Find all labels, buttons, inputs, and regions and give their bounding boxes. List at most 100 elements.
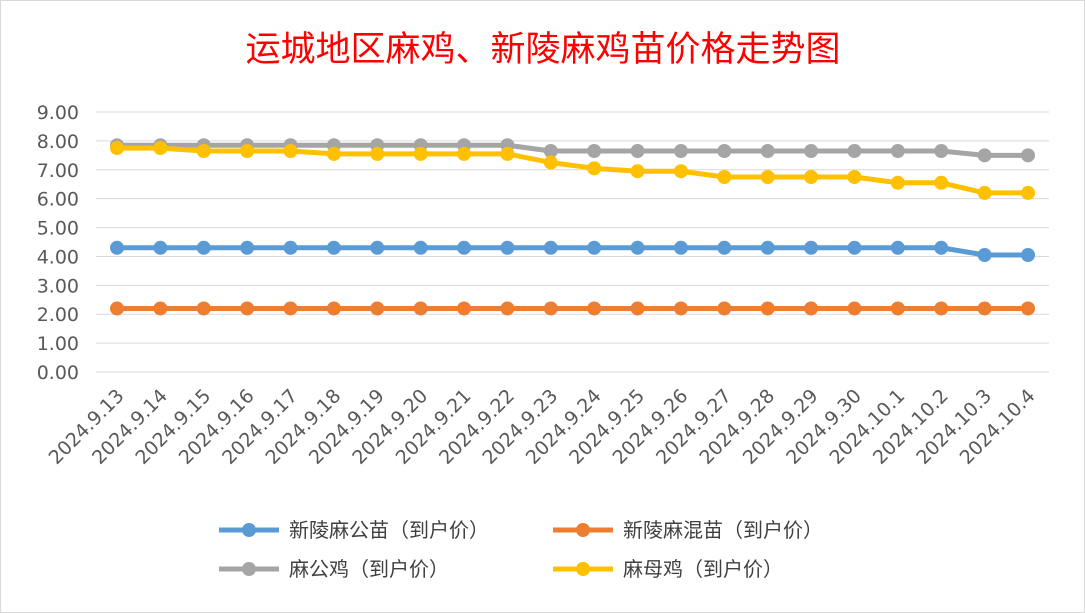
series-4 [110, 141, 1035, 200]
data-point [110, 301, 124, 316]
data-point [673, 240, 688, 255]
data-point [500, 240, 515, 255]
data-point [543, 155, 558, 170]
legend: 新陵麻公苗（到户价） 新陵麻混苗（到户价） 麻公鸡（到户价） 麻母鸡（到户价） [219, 518, 823, 581]
data-point [413, 301, 428, 316]
data-point [153, 141, 168, 156]
data-point [1021, 248, 1035, 262]
data-point [587, 301, 602, 316]
y-axis-ticks: 0.00 1.00 2.00 3.00 4.00 5.00 6.00 7.00 8.00 9.00 [37, 102, 79, 384]
data-point [326, 240, 341, 255]
data-point [1021, 148, 1035, 163]
series-1 [110, 240, 1035, 262]
data-point [196, 301, 211, 316]
data-point [890, 175, 905, 190]
legend-swatch-marker [576, 523, 590, 537]
data-point [413, 146, 428, 161]
series-line [117, 142, 1028, 158]
data-point [153, 301, 168, 316]
y-tick-label: 6.00 [37, 189, 79, 211]
legend-item: 麻公鸡（到户价） [219, 557, 449, 581]
legend-item: 新陵麻公苗（到户价） [219, 518, 489, 542]
data-point [890, 301, 905, 316]
gridlines [96, 111, 1049, 373]
data-point [543, 144, 558, 158]
data-point [1021, 185, 1035, 200]
data-point [847, 301, 862, 316]
data-point [760, 170, 775, 184]
data-point [934, 144, 949, 158]
legend-label: 新陵麻混苗（到户价） [623, 518, 823, 542]
y-tick-label: 9.00 [37, 102, 79, 124]
y-tick-label: 2.00 [37, 304, 79, 326]
y-tick-label: 8.00 [37, 131, 79, 153]
data-point [240, 301, 255, 316]
legend-swatch-marker [242, 562, 256, 576]
legend-label: 新陵麻公苗（到户价） [289, 518, 489, 542]
data-point [283, 144, 298, 158]
data-point [630, 240, 645, 255]
data-point [326, 301, 341, 316]
data-point [760, 301, 775, 316]
y-tick-label: 7.00 [37, 160, 79, 182]
data-point [500, 146, 515, 161]
data-point [457, 301, 472, 316]
data-point [110, 141, 124, 156]
data-point [760, 144, 775, 158]
data-point [1021, 301, 1035, 316]
data-point [847, 170, 862, 184]
data-point [717, 301, 732, 316]
series-lines [110, 138, 1035, 316]
series-line [117, 245, 1028, 258]
data-point [717, 170, 732, 184]
data-point [934, 240, 949, 255]
data-point [153, 240, 168, 255]
chart-title: 运城地区麻鸡、新陵麻鸡苗价格走势图 [245, 30, 840, 70]
data-point [240, 240, 255, 255]
data-point [890, 144, 905, 158]
x-axis-ticks: 2024.9.132024.9.142024.9.152024.9.162024… [45, 385, 1040, 469]
y-tick-label: 4.00 [37, 246, 79, 268]
data-point [804, 240, 819, 255]
legend-swatch-marker [242, 523, 256, 537]
data-point [326, 146, 341, 161]
data-point [543, 301, 558, 316]
data-point [283, 240, 298, 255]
data-point [977, 301, 992, 316]
legend-label: 麻母鸡（到户价） [623, 557, 783, 581]
data-point [934, 175, 949, 190]
data-point [457, 146, 472, 161]
y-tick-label: 5.00 [37, 218, 79, 240]
data-point [847, 240, 862, 255]
series-line [117, 145, 1028, 196]
data-point [804, 301, 819, 316]
data-point [240, 144, 255, 158]
data-point [977, 148, 992, 163]
data-point [760, 240, 775, 255]
data-point [934, 301, 949, 316]
legend-item: 麻母鸡（到户价） [553, 557, 783, 581]
data-point [370, 146, 385, 161]
data-point [673, 164, 688, 179]
data-point [457, 240, 472, 255]
legend-swatch-marker [576, 562, 590, 576]
data-point [630, 301, 645, 316]
data-point [847, 144, 862, 158]
data-point [630, 164, 645, 179]
data-point [977, 248, 992, 262]
data-point [196, 240, 211, 255]
data-point [587, 240, 602, 255]
data-point [283, 301, 298, 316]
legend-item: 新陵麻混苗（到户价） [553, 518, 823, 542]
data-point [543, 240, 558, 255]
data-point [717, 240, 732, 255]
data-point [630, 144, 645, 158]
data-point [804, 144, 819, 158]
data-point [717, 144, 732, 158]
data-point [804, 170, 819, 184]
data-point [370, 301, 385, 316]
data-point [977, 185, 992, 200]
data-point [673, 301, 688, 316]
